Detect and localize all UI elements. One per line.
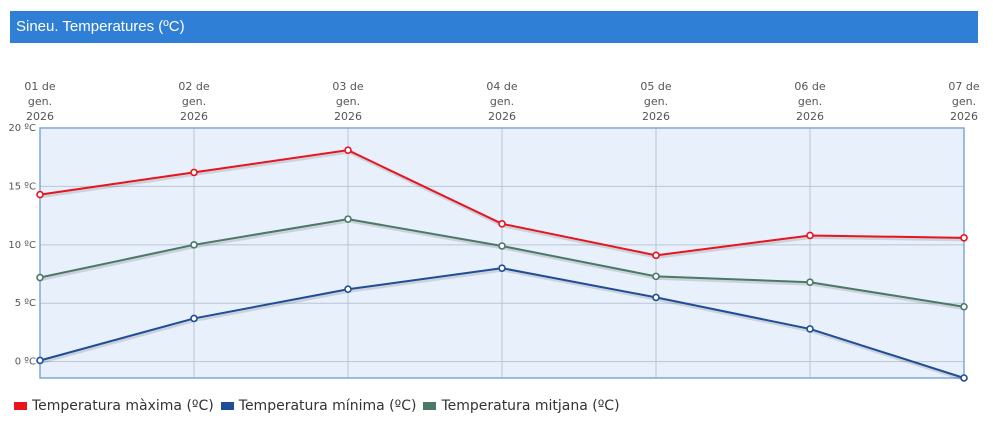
x-tick-label: 01 de gen. 2026: [24, 80, 55, 123]
data-point-min: [344, 285, 352, 294]
x-tick-label: 02 de gen. 2026: [178, 80, 209, 123]
data-point-mean: [652, 272, 660, 281]
y-tick-label: 5 ºC: [15, 298, 36, 309]
legend-item-mean[interactable]: Temperatura mitjana (ºC): [423, 398, 620, 414]
y-tick-label: 15 ºC: [8, 181, 36, 192]
x-tick-label: 07 de gen. 2026: [948, 80, 979, 123]
chart-title: Sineu. Temperatures (ºC): [10, 11, 978, 43]
legend-label-min: Temperatura mínima (ºC): [238, 398, 417, 414]
data-point-max: [190, 168, 198, 177]
legend-swatch-min: [220, 402, 234, 410]
legend-item-min[interactable]: Temperatura mínima (ºC): [220, 398, 417, 414]
x-tick-label: 06 de gen. 2026: [794, 80, 825, 123]
legend-swatch-max: [14, 402, 27, 410]
x-tick-label: 03 de gen. 2026: [332, 80, 363, 123]
data-point-min: [190, 314, 198, 323]
data-point-max: [498, 219, 506, 228]
data-point-min: [36, 356, 44, 365]
data-point-mean: [498, 242, 506, 250]
data-point-mean: [36, 273, 44, 282]
data-point-mean: [960, 302, 968, 311]
x-tick-label: 04 de gen. 2026: [486, 80, 517, 123]
plot-border: [39, 127, 965, 379]
data-point-mean: [806, 278, 814, 287]
legend-label-max: Temperatura màxima (ºC): [32, 398, 214, 414]
data-point-min: [806, 325, 814, 333]
y-tick-label: 10 ºC: [8, 240, 36, 251]
data-point-max: [344, 146, 352, 154]
y-tick-label: 20 ºC: [8, 123, 36, 134]
data-point-mean: [344, 215, 352, 223]
data-point-min: [652, 293, 660, 302]
data-point-max: [36, 190, 44, 199]
legend-item-max[interactable]: Temperatura màxima (ºC): [14, 398, 214, 414]
data-point-min: [960, 374, 968, 382]
data-point-min: [498, 264, 506, 272]
data-point-max: [652, 251, 660, 260]
data-point-max: [960, 234, 968, 242]
data-point-mean: [190, 241, 198, 249]
x-tick-label: 05 de gen. 2026: [640, 80, 671, 123]
legend-swatch-mean: [423, 402, 437, 410]
legend-label-mean: Temperatura mitjana (ºC): [441, 398, 620, 414]
legend: Temperatura màxima (ºC) Temperatura míni…: [14, 398, 627, 414]
data-point-max: [806, 231, 814, 240]
y-tick-label: 0 ºC: [15, 357, 36, 368]
